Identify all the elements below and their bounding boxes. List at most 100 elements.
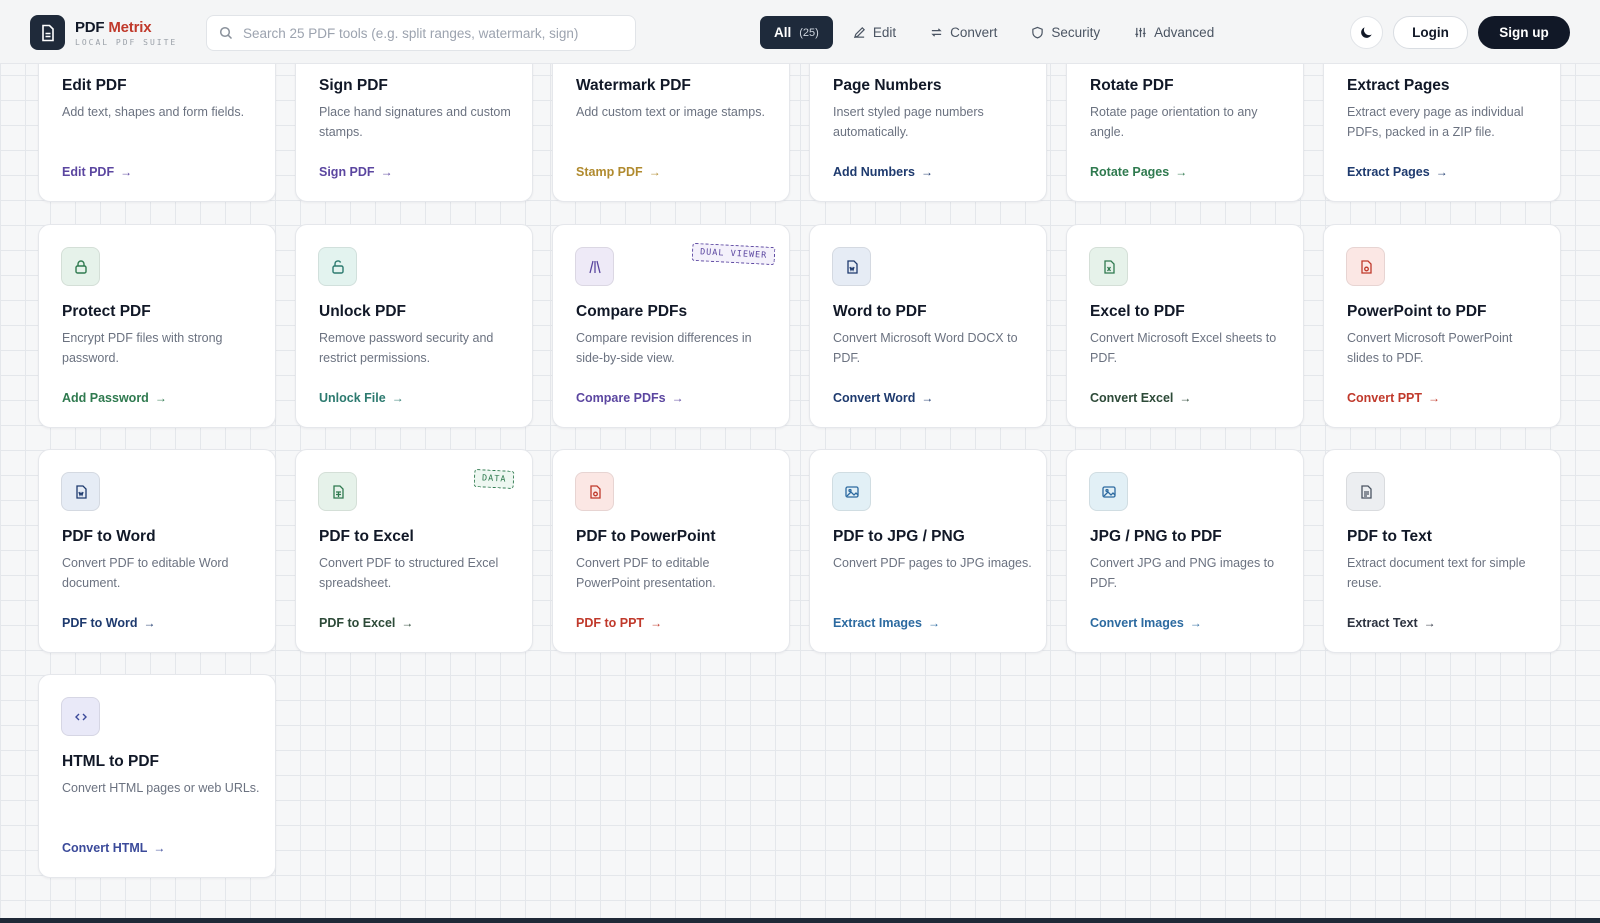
tab-convert[interactable]: Convert: [916, 16, 1011, 49]
tool-card-pdf-to-word[interactable]: PDF to Word Convert PDF to editable Word…: [38, 449, 276, 653]
card-description: Convert PDF pages to JPG images.: [833, 556, 1032, 570]
arrow-right-icon: →: [120, 165, 133, 179]
tool-card-pdf-to-text[interactable]: PDF to Text Extract document text for si…: [1323, 449, 1561, 653]
card-title: PDF to Word: [62, 528, 156, 545]
tool-card-jpg-png-to-pdf[interactable]: JPG / PNG to PDF Convert JPG and PNG ima…: [1066, 449, 1304, 653]
app-logo[interactable]: PDF Metrix LOCAL PDF SUITE: [30, 15, 177, 50]
card-link-label: Extract Text: [1347, 616, 1418, 630]
card-action-link[interactable]: Edit PDF →: [62, 165, 132, 179]
card-action-link[interactable]: Add Password →: [62, 391, 167, 405]
card-description: Encrypt PDF files with strong password.: [62, 331, 223, 365]
moon-icon: [1361, 27, 1372, 38]
card-description: Compare revision differences in side-by-…: [576, 331, 752, 365]
tool-card-word-to-pdf[interactable]: Word to PDF Convert Microsoft Word DOCX …: [809, 224, 1047, 428]
dual-viewer-badge: DUAL VIEWER: [691, 242, 776, 266]
compare-icon: [575, 247, 614, 286]
card-description: Insert styled page numbers automatically…: [833, 105, 984, 139]
arrow-right-icon: →: [650, 616, 663, 630]
brand-main: PDF: [75, 18, 105, 36]
card-title: Edit PDF: [62, 77, 127, 94]
tab-advanced-label: Advanced: [1154, 25, 1215, 40]
arrow-right-icon: →: [1179, 391, 1192, 405]
card-title: Unlock PDF: [319, 303, 406, 320]
card-action-link[interactable]: Convert PPT →: [1347, 391, 1440, 405]
card-action-link[interactable]: Compare PDFs →: [576, 391, 684, 405]
category-tabs: All (25) Edit Convert Security Advanced: [760, 16, 1234, 49]
excel-file-icon: [1089, 247, 1128, 286]
card-action-link[interactable]: Add Numbers →: [833, 165, 933, 179]
card-title: Compare PDFs: [576, 303, 688, 320]
text-file-icon: [1346, 472, 1385, 511]
card-action-link[interactable]: Convert Excel →: [1090, 391, 1191, 405]
card-action-link[interactable]: PDF to Excel →: [319, 616, 413, 630]
login-button[interactable]: Login: [1393, 16, 1468, 49]
card-description: Convert Microsoft PowerPoint slides to P…: [1347, 331, 1513, 365]
tab-edit[interactable]: Edit: [839, 16, 910, 49]
tool-card-pdf-to-powerpoint[interactable]: PDF to PowerPoint Convert PDF to editabl…: [552, 449, 790, 653]
arrow-right-icon: →: [648, 165, 661, 179]
card-link-label: Add Password: [62, 391, 149, 405]
card-link-label: PDF to PPT: [576, 616, 645, 630]
card-action-link[interactable]: Convert Images →: [1090, 616, 1202, 630]
card-description: Extract every page as individual PDFs, p…: [1347, 105, 1524, 139]
card-action-link[interactable]: PDF to PPT →: [576, 616, 662, 630]
tab-security[interactable]: Security: [1017, 16, 1114, 49]
unlock-icon: [318, 247, 357, 286]
card-title: Watermark PDF: [576, 77, 691, 94]
tool-card-pdf-to-jpg-png[interactable]: PDF to JPG / PNG Convert PDF pages to JP…: [809, 449, 1047, 653]
card-action-link[interactable]: Unlock File →: [319, 391, 404, 405]
card-action-link[interactable]: Rotate Pages →: [1090, 165, 1187, 179]
card-action-link[interactable]: Stamp PDF →: [576, 165, 661, 179]
arrow-right-icon: →: [154, 391, 167, 405]
tool-card-pdf-to-excel[interactable]: DATA PDF to Excel Convert PDF to structu…: [295, 449, 533, 653]
search-box[interactable]: [206, 15, 636, 51]
arrow-right-icon: →: [1428, 391, 1441, 405]
tool-card-html-to-pdf[interactable]: HTML to PDF Convert HTML pages or web UR…: [38, 674, 276, 878]
card-description: Rotate page orientation to any angle.: [1090, 105, 1258, 139]
card-title: Rotate PDF: [1090, 77, 1174, 94]
tool-card-unlock-pdf[interactable]: Unlock PDF Remove password security and …: [295, 224, 533, 428]
tool-card-excel-to-pdf[interactable]: Excel to PDF Convert Microsoft Excel she…: [1066, 224, 1304, 428]
card-action-link[interactable]: Extract Images →: [833, 616, 940, 630]
card-action-link[interactable]: Extract Text →: [1347, 616, 1436, 630]
code-icon: [61, 697, 100, 736]
card-description: Convert Microsoft Word DOCX to PDF.: [833, 331, 1018, 365]
card-link-label: Rotate Pages: [1090, 165, 1170, 179]
word-file-icon: [61, 472, 100, 511]
card-action-link[interactable]: PDF to Word →: [62, 616, 155, 630]
document-icon: [30, 15, 65, 50]
powerpoint-file-icon: [1346, 247, 1385, 286]
card-action-link[interactable]: Convert Word →: [833, 391, 933, 405]
card-description: Convert PDF to editable Word document.: [62, 556, 229, 590]
arrow-right-icon: →: [153, 841, 166, 855]
signup-button[interactable]: Sign up: [1478, 16, 1570, 49]
tab-all[interactable]: All (25): [760, 16, 833, 49]
card-description: Convert Microsoft Excel sheets to PDF.: [1090, 331, 1277, 365]
tab-edit-label: Edit: [872, 25, 897, 40]
spreadsheet-file-icon: [318, 472, 357, 511]
tool-card-powerpoint-to-pdf[interactable]: PowerPoint to PDF Convert Microsoft Powe…: [1323, 224, 1561, 428]
card-description: Convert HTML pages or web URLs.: [62, 781, 260, 795]
card-link-label: Extract Pages: [1347, 165, 1430, 179]
arrow-right-icon: →: [380, 165, 393, 179]
sliders-icon: [1135, 27, 1146, 38]
card-title: Sign PDF: [319, 77, 388, 94]
data-badge: DATA: [473, 468, 515, 490]
card-action-link[interactable]: Extract Pages →: [1347, 165, 1448, 179]
tool-card-compare-pdfs[interactable]: DUAL VIEWER Compare PDFs Compare revisio…: [552, 224, 790, 428]
card-description: Convert PDF to structured Excel spreadsh…: [319, 556, 499, 590]
tab-convert-label: Convert: [950, 25, 998, 40]
card-link-label: Extract Images: [833, 616, 922, 630]
card-description: Convert JPG and PNG images to PDF.: [1090, 556, 1275, 590]
card-action-link[interactable]: Sign PDF →: [319, 165, 393, 179]
theme-toggle-button[interactable]: [1350, 16, 1383, 49]
card-description: Add text, shapes and form fields.: [62, 105, 245, 119]
search-input[interactable]: [243, 25, 623, 41]
card-title: JPG / PNG to PDF: [1090, 528, 1222, 545]
arrow-right-icon: →: [1189, 616, 1202, 630]
tool-card-protect-pdf[interactable]: Protect PDF Encrypt PDF files with stron…: [38, 224, 276, 428]
tab-advanced[interactable]: Advanced: [1120, 16, 1228, 49]
image-icon: [1089, 472, 1128, 511]
card-action-link[interactable]: Convert HTML →: [62, 841, 165, 855]
